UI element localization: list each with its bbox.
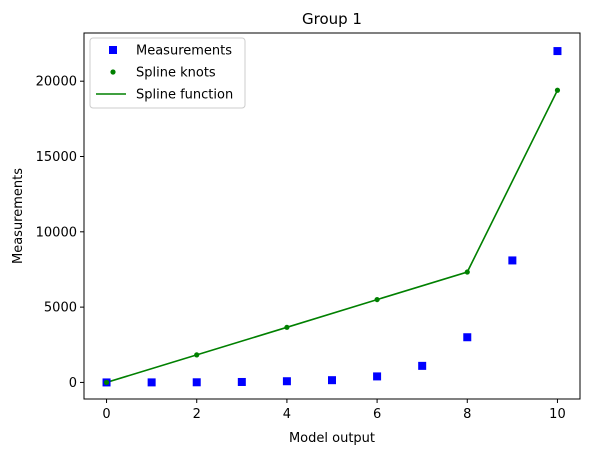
measurement-point [328,376,336,385]
measurement-point [373,372,382,381]
measurement-point [508,256,517,265]
x-axis-label: Model output [289,431,375,446]
y-tick-label: 0 [69,376,77,391]
y-tick-label: 20000 [36,75,77,90]
legend-label: Spline knots [136,66,216,81]
x-tick-label: 2 [193,407,201,422]
plot-area [102,47,562,387]
spline-knot-point [554,87,561,93]
legend-box [89,37,246,109]
spline-knot-point [464,269,470,275]
spline-knot-point [374,296,380,303]
x-tick-label: 8 [463,407,471,422]
measurement-point [192,378,201,387]
spline-knot-point [103,379,110,386]
measurement-point [282,377,291,386]
legend-label: Spline function [136,88,233,103]
legend-label: Measurements [136,44,232,59]
chart-title: Group 1 [302,10,362,28]
spline-knot-point [284,324,290,330]
x-tick-label: 10 [549,407,566,422]
y-tick-label: 15000 [36,150,77,165]
legend-swatch-spline-knots [110,69,116,75]
series-line-spline-function [106,89,559,384]
measurement-point [237,377,246,386]
y-tick-label: 5000 [44,301,77,316]
y-axis-label: Measurements [11,168,26,264]
y-tick-label: 10000 [36,225,77,240]
x-tick-label: 4 [283,407,291,422]
measurement-point [147,378,156,387]
plot-frame [83,32,581,400]
legend: Measurements Spline knots Spline function [89,37,246,109]
legend-swatch-measurements [109,46,117,54]
x-tick-label: 6 [373,407,381,422]
measurement-point [553,47,562,56]
measurement-point [418,361,427,370]
x-tick-label: 0 [102,407,110,422]
axes: 0 2 4 6 8 10 0 5000 10000 15000 20000 [36,32,581,422]
measurement-point [463,333,472,342]
spline-knot-point [194,352,200,358]
